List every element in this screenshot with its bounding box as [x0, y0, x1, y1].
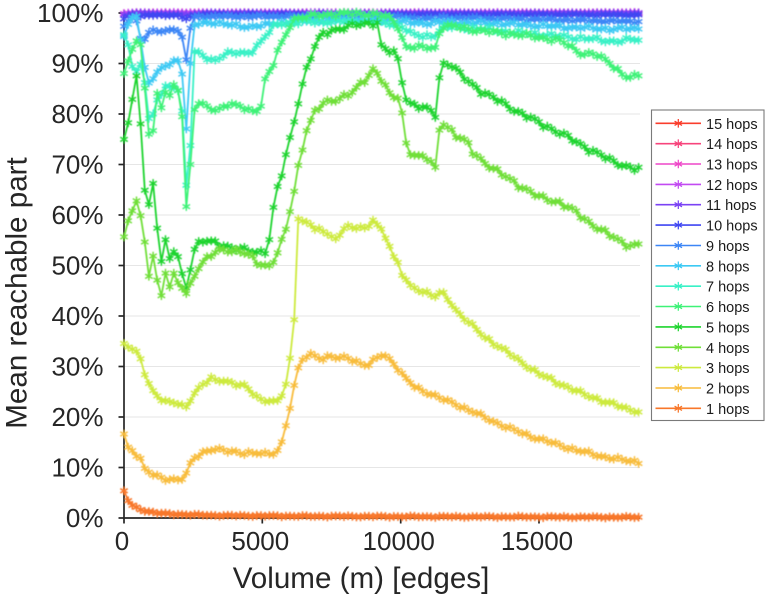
svg-text:Volume (m) [edges]: Volume (m) [edges]	[233, 562, 490, 595]
svg-text:60%: 60%	[51, 200, 103, 230]
svg-text:90%: 90%	[51, 49, 103, 79]
svg-text:7 hops: 7 hops	[706, 280, 750, 296]
svg-text:5000: 5000	[231, 526, 289, 556]
svg-text:5 hops: 5 hops	[706, 320, 750, 336]
svg-text:10%: 10%	[51, 453, 103, 483]
svg-text:20%: 20%	[51, 402, 103, 432]
svg-text:0: 0	[115, 526, 129, 556]
svg-text:10000: 10000	[363, 526, 435, 556]
svg-text:15000: 15000	[501, 526, 573, 556]
svg-text:12 hops: 12 hops	[706, 178, 758, 194]
svg-text:50%: 50%	[51, 251, 103, 281]
svg-text:2 hops: 2 hops	[706, 382, 750, 398]
svg-text:10 hops: 10 hops	[706, 219, 758, 235]
svg-text:9 hops: 9 hops	[706, 239, 750, 255]
svg-text:40%: 40%	[51, 301, 103, 331]
svg-text:4 hops: 4 hops	[706, 341, 750, 357]
svg-text:6 hops: 6 hops	[706, 300, 750, 316]
svg-text:8 hops: 8 hops	[706, 259, 750, 275]
svg-text:100%: 100%	[37, 0, 104, 28]
svg-text:15 hops: 15 hops	[706, 117, 758, 133]
svg-text:11 hops: 11 hops	[706, 198, 757, 214]
svg-text:30%: 30%	[51, 352, 103, 382]
svg-text:13 hops: 13 hops	[706, 158, 758, 174]
svg-text:1 hops: 1 hops	[706, 402, 750, 418]
svg-text:Mean reachable part: Mean reachable part	[1, 157, 34, 428]
svg-text:14 hops: 14 hops	[706, 137, 758, 153]
svg-text:0%: 0%	[66, 503, 104, 533]
svg-text:80%: 80%	[51, 99, 103, 129]
svg-text:3 hops: 3 hops	[706, 361, 750, 377]
svg-text:70%: 70%	[51, 150, 103, 180]
